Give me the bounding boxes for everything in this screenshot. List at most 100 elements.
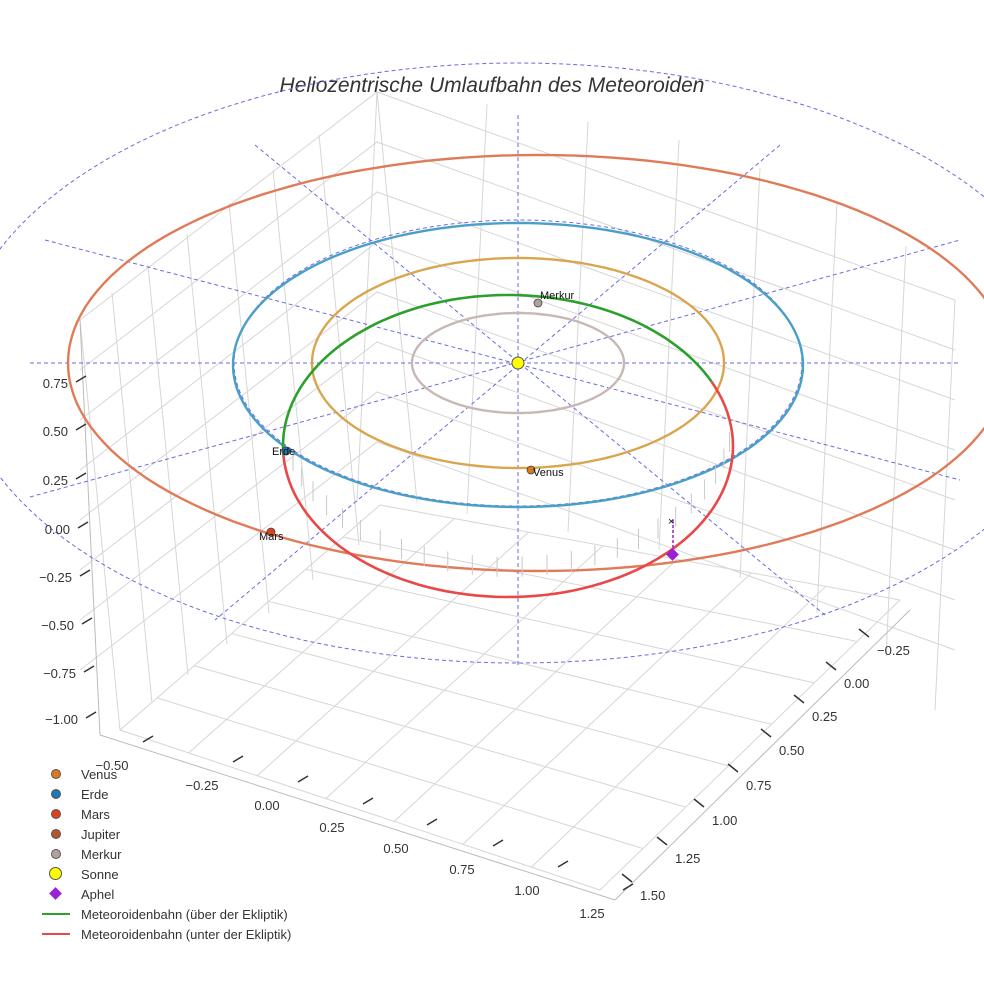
planet-label-merkur: Merkur [540, 290, 575, 302]
grid-line [119, 729, 601, 891]
z-tick-label: −0.75 [43, 666, 76, 681]
x-tick-label: 0.25 [319, 820, 344, 835]
x-tick-mark [297, 775, 309, 783]
grid-line [318, 134, 360, 546]
z-tick-mark [79, 569, 91, 577]
legend-symbol [40, 784, 72, 804]
x-tick-mark [426, 818, 438, 826]
orbit-erde [231, 221, 805, 509]
x-tick-label: 1.00 [514, 883, 539, 898]
sun-marker [511, 356, 525, 370]
orbit-mars [66, 153, 984, 573]
legend-symbol [40, 924, 72, 944]
grid-line [79, 191, 956, 421]
x-tick-mark [622, 883, 634, 891]
grid-line [325, 545, 604, 799]
grid-line [816, 202, 838, 614]
grid-line [111, 292, 153, 704]
grid-line [79, 319, 121, 731]
legend-item[interactable]: Mars [40, 804, 291, 824]
meteoroid-orbit [281, 293, 735, 599]
x-tick-label: −0.50 [96, 758, 129, 773]
grid-line [531, 586, 827, 868]
y-tick-mark [825, 661, 837, 671]
z-tick-mark [83, 665, 95, 673]
legend-item[interactable]: Aphel [40, 884, 291, 904]
legend-label: Mars [81, 806, 110, 822]
legend-item[interactable]: Merkur [40, 844, 291, 864]
z-tick-mark [75, 472, 87, 480]
y-tick-mark [727, 763, 739, 773]
legend-item[interactable]: Jupiter [40, 824, 291, 844]
legend-item[interactable]: Erde [40, 784, 291, 804]
z-axis-line [79, 319, 101, 736]
legend-symbol [40, 904, 72, 924]
grid-line [305, 568, 815, 684]
z-tick-mark [77, 521, 89, 529]
legend-item[interactable]: Meteoroidenbahn (über der Ekliptik) [40, 904, 291, 924]
y-tick-mark [760, 728, 772, 738]
x-tick-label: −0.25 [186, 778, 219, 793]
z-tick-mark [85, 711, 97, 719]
y-tick-label: 1.00 [712, 813, 737, 828]
orbit-merkur [410, 311, 626, 415]
grid-line [194, 665, 686, 808]
grid-line [885, 245, 907, 657]
planet-mars [266, 527, 276, 537]
x-tick-mark [557, 860, 569, 868]
grid-line [567, 121, 589, 533]
legend-symbol [40, 864, 72, 884]
y-tick-mark [858, 628, 870, 638]
grid-line [79, 391, 956, 621]
orbit-venus [310, 256, 726, 470]
y-tick-label: 1.25 [675, 851, 700, 866]
legend-symbol [40, 844, 72, 864]
grid-line [466, 103, 488, 515]
x-tick-label: 0.00 [254, 798, 279, 813]
legend-item[interactable]: Meteoroidenbahn (unter der Ekliptik) [40, 924, 291, 944]
z-tick-label: −1.00 [45, 712, 78, 727]
z-tick-mark [75, 423, 87, 431]
legend-symbol [40, 804, 72, 824]
grid-line [462, 572, 752, 845]
legend-label: Jupiter [81, 826, 121, 842]
legend-item[interactable]: Sonne [40, 864, 291, 884]
planet-venus [526, 465, 536, 475]
ecliptic-outer-circle [0, 62, 984, 664]
x-tick-mark [142, 735, 154, 743]
z-tick-label: −0.50 [41, 618, 74, 633]
z-tick-label: 0.75 [43, 376, 68, 391]
ecliptic-radial-line [214, 144, 781, 621]
legend-label: Venus [81, 766, 118, 782]
grid-line [658, 139, 680, 551]
legend-label: Meteoroidenbahn (über der Ekliptik) [81, 906, 288, 922]
legend-symbol [40, 884, 72, 904]
planet-merkur [533, 298, 543, 308]
x-tick-label: 0.75 [449, 862, 474, 877]
grid-line [256, 531, 529, 777]
planet-label-erde: Erde [272, 446, 295, 458]
grid-line [186, 233, 228, 645]
z-tick-label: 0.50 [43, 424, 68, 439]
grid-line [231, 633, 729, 767]
planet-label-venus: Venus [533, 467, 564, 479]
y-tick-label: 1.50 [640, 888, 665, 903]
planet-orbits [66, 153, 984, 573]
ecliptic-plane [0, 62, 984, 665]
z-tick-mark [75, 375, 87, 383]
y-axis-line [614, 609, 911, 901]
x-axis-line [99, 734, 616, 901]
legend-item[interactable]: Venus [40, 764, 291, 784]
y-tick-mark [621, 873, 633, 883]
z-tick-label: 0.00 [45, 522, 70, 537]
y-tick-mark [656, 836, 668, 846]
y-tick-mark [693, 798, 705, 808]
x-tick-mark [362, 797, 374, 805]
x-tick-mark [232, 755, 244, 763]
legend-label: Aphel [81, 886, 115, 902]
grid-line [272, 169, 314, 581]
grid-line [376, 91, 418, 503]
y-tick-label: 0.50 [779, 743, 804, 758]
x-tick-label: 1.25 [579, 906, 604, 921]
